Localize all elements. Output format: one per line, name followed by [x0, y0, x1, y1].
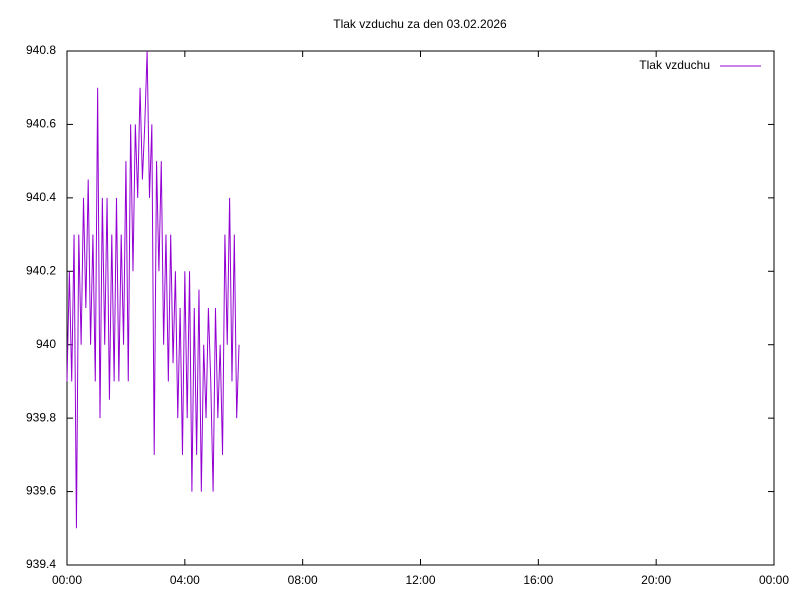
plot-frame — [66, 50, 775, 566]
x-tick-label: 00:00 — [759, 573, 789, 587]
y-tick-label: 939.4 — [26, 557, 56, 571]
y-tick-label: 940.6 — [26, 117, 56, 131]
x-tick-label: 12:00 — [405, 573, 435, 587]
y-tick-label: 939.8 — [26, 410, 56, 424]
y-tick-label: 939.6 — [26, 484, 56, 498]
x-tick-label: 00:00 — [52, 573, 82, 587]
data-line — [66, 50, 240, 529]
x-tick-label: 16:00 — [523, 573, 553, 587]
y-tick-label: 940.2 — [26, 263, 56, 277]
x-tick-label: 04:00 — [170, 573, 200, 587]
x-tick-label: 20:00 — [641, 573, 671, 587]
chart-title: Tlak vzduchu za den 03.02.2026 — [333, 17, 507, 31]
y-tick-label: 940.4 — [26, 190, 56, 204]
x-tick-label: 08:00 — [288, 573, 318, 587]
legend-label: Tlak vzduchu — [639, 58, 710, 72]
y-tick-label: 940.8 — [26, 43, 56, 57]
y-tick-label: 940 — [36, 337, 56, 351]
